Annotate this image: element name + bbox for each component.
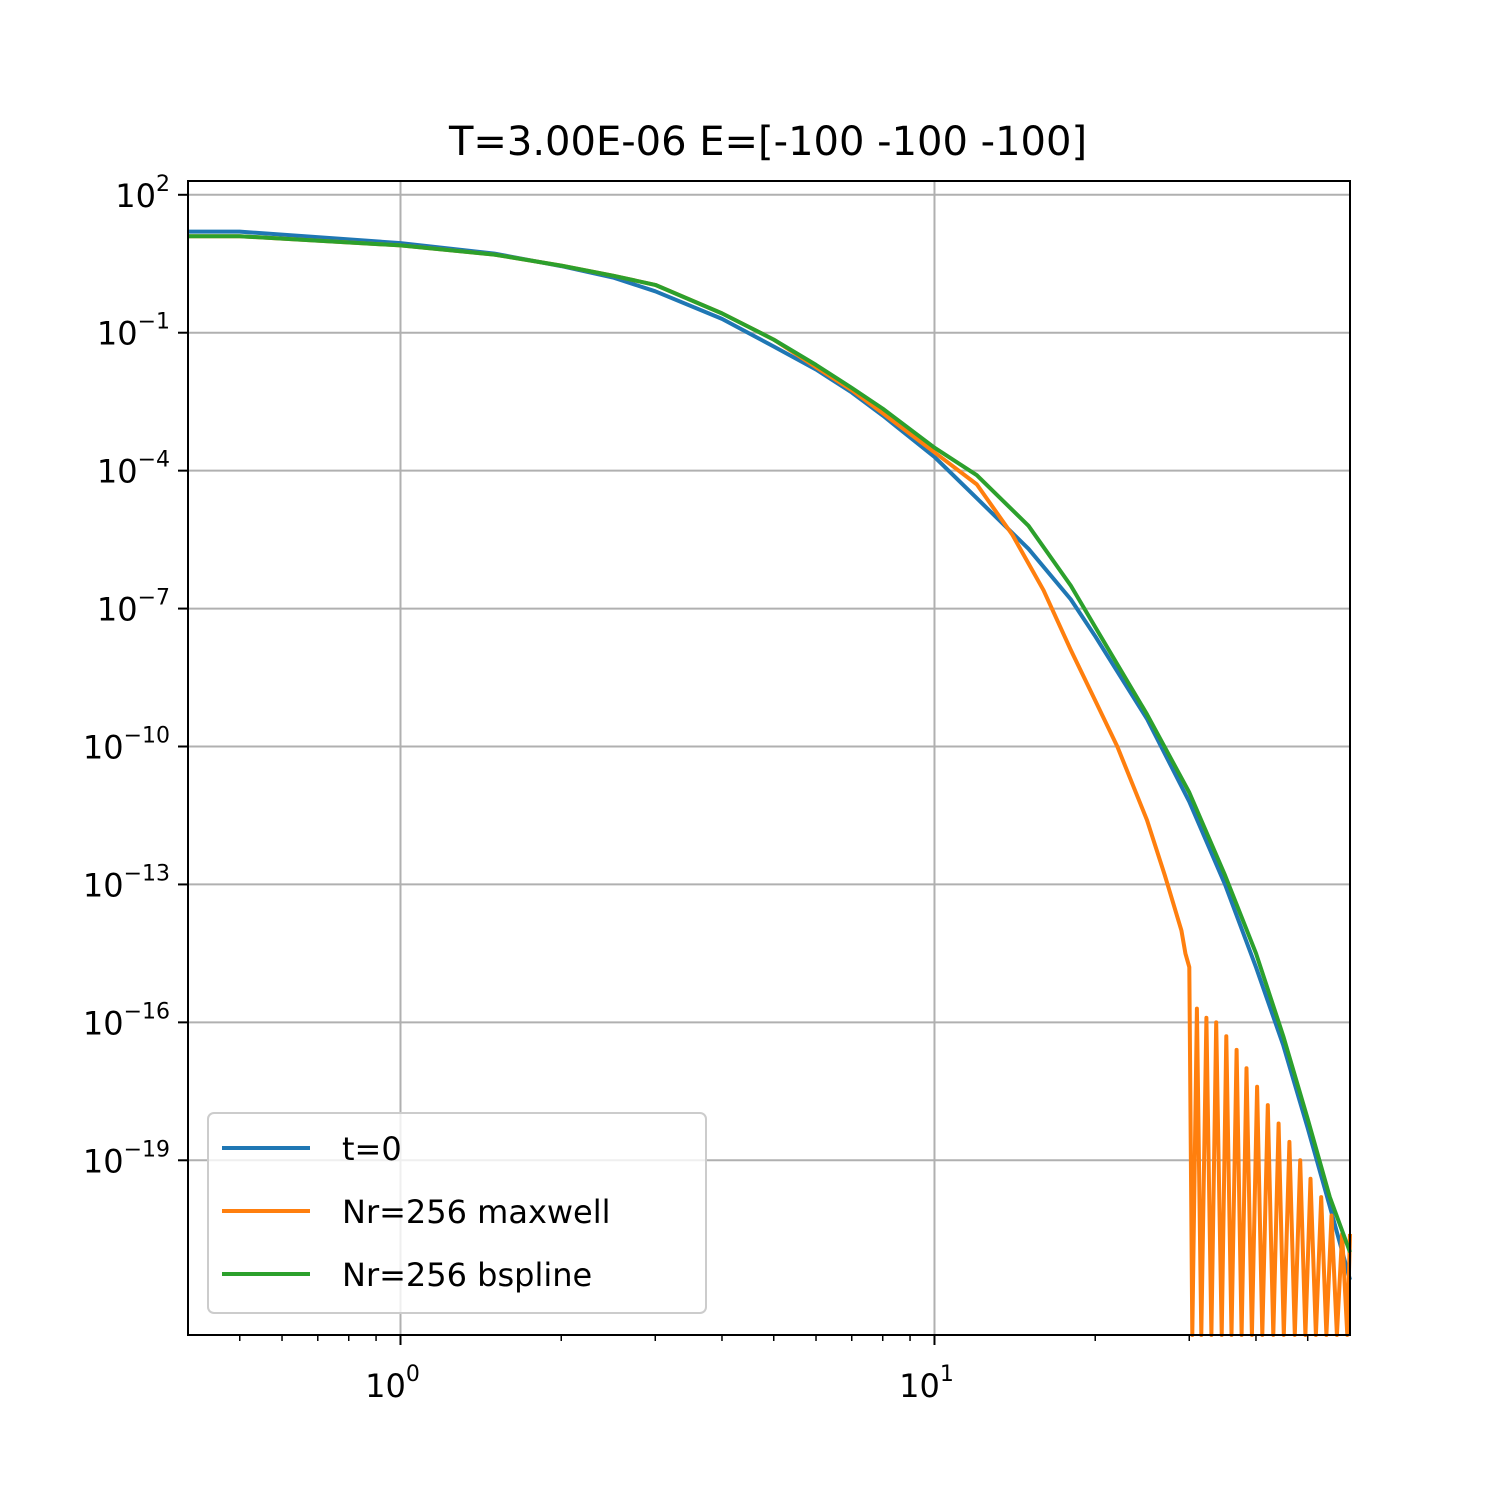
x-tick-label: 100 xyxy=(365,1362,420,1405)
legend: t=0 Nr=256 maxwell Nr=256 bspline xyxy=(207,1112,707,1314)
y-tick-exponent: −1 xyxy=(138,310,170,335)
legend-label: t=0 xyxy=(342,1130,402,1168)
x-tick-base: 10 xyxy=(899,1367,940,1405)
y-tick-base: 10 xyxy=(97,315,138,353)
y-tick-base: 10 xyxy=(97,453,138,491)
y-tick-label: 10−4 xyxy=(97,448,170,491)
y-tick-label: 102 xyxy=(115,172,170,215)
legend-box xyxy=(207,1112,707,1314)
y-tick-exponent: −4 xyxy=(138,448,170,473)
y-tick-label: 10−1 xyxy=(97,310,170,353)
y-tick-exponent: −10 xyxy=(124,724,170,749)
series-lines xyxy=(188,229,1352,1337)
chart-title: T=3.00E-06 E=[-100 -100 -100] xyxy=(448,119,1087,165)
x-tick-exponent: 1 xyxy=(940,1362,954,1387)
legend-label: Nr=256 bspline xyxy=(342,1256,592,1294)
y-tick-exponent: −19 xyxy=(124,1137,170,1162)
y-tick-exponent: 2 xyxy=(156,172,170,197)
y-tick-label: 10−13 xyxy=(83,861,170,904)
y-tick-label: 10−16 xyxy=(83,999,170,1042)
x-tick-label: 101 xyxy=(899,1362,954,1405)
y-tick-exponent: −13 xyxy=(124,861,170,886)
y-tick-exponent: −7 xyxy=(138,586,170,611)
y-tick-label: 10−7 xyxy=(97,586,170,629)
grid-lines xyxy=(188,181,1350,1335)
plot-frame xyxy=(187,180,1351,1336)
series-line-2 xyxy=(188,234,1352,1253)
y-tick-label: 10−10 xyxy=(83,724,170,767)
y-tick-base: 10 xyxy=(83,1142,124,1180)
y-tick-label: 10−19 xyxy=(83,1137,170,1180)
y-tick-base: 10 xyxy=(83,729,124,767)
y-tick-base: 10 xyxy=(115,177,156,215)
x-tick-exponent: 0 xyxy=(406,1362,420,1387)
y-tick-exponent: −16 xyxy=(124,999,170,1024)
y-tick-base: 10 xyxy=(83,866,124,904)
x-tick-base: 10 xyxy=(365,1367,406,1405)
y-tick-base: 10 xyxy=(97,591,138,629)
y-tick-base: 10 xyxy=(83,1004,124,1042)
legend-label: Nr=256 maxwell xyxy=(342,1193,611,1231)
